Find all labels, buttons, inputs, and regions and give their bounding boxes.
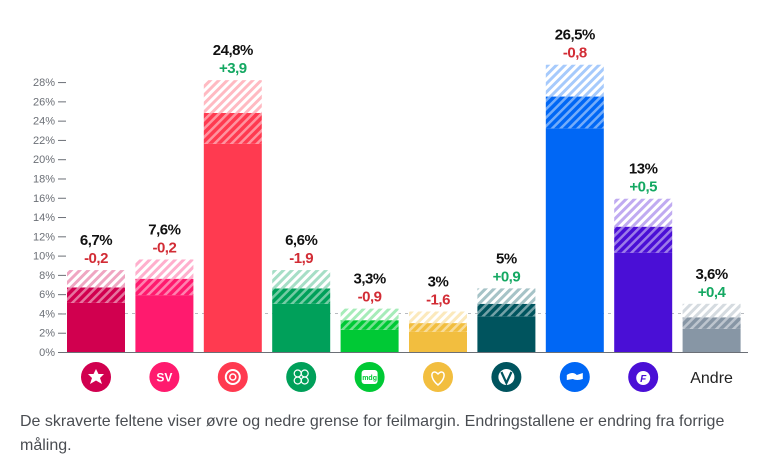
bar-upper-margin	[614, 198, 673, 227]
bar-lower-margin	[340, 320, 399, 330]
venstre-v-icon	[491, 362, 522, 392]
bar-solid	[477, 316, 536, 352]
y-tick-label: 0%	[39, 347, 55, 359]
bar-solid	[409, 331, 467, 352]
bar-lower-margin	[682, 317, 741, 329]
bar-upper-margin	[545, 64, 604, 97]
bar-lower-margin	[203, 112, 262, 144]
change-label: -0,2	[152, 239, 176, 256]
bar-sp[interactable]	[272, 270, 331, 352]
footnote-text: De skraverte feltene viser øvre og nedre…	[20, 413, 725, 454]
party-icons: SV mdg F Andre	[81, 362, 733, 392]
bar-krf[interactable]	[409, 311, 467, 352]
data-labels: 6,7%-0,27,6%-0,224,8%+3,96,6%-1,93,3%-0,…	[80, 27, 728, 309]
bar-upper-margin	[340, 308, 399, 321]
change-label: -1,6	[426, 292, 450, 309]
bar-lower-margin	[477, 303, 536, 317]
bar-upper-margin	[477, 288, 536, 304]
change-label: -0,9	[358, 289, 382, 306]
sv-logo-icon: SV	[149, 362, 180, 392]
value-label: 3,3%	[353, 271, 385, 288]
bar-v[interactable]	[477, 288, 536, 352]
value-label: 3%	[428, 274, 449, 291]
bar-h[interactable]	[545, 64, 604, 352]
bar-mdg[interactable]	[340, 308, 399, 352]
svg-text:SV: SV	[156, 371, 172, 385]
y-axis: 0% 2% 4% 6% 8% 10% 12% 14% 16% 18% 20% 22% 24% 26% 28%	[33, 77, 66, 359]
svg-text:F: F	[640, 374, 647, 385]
y-tick-label: 8%	[39, 270, 55, 282]
y-tick-label: 14%	[33, 212, 55, 224]
value-label: 24,8%	[213, 42, 253, 59]
change-label: -1,9	[289, 250, 313, 267]
change-label: -0,2	[84, 250, 108, 267]
bar-solid	[203, 143, 262, 352]
bar-upper-margin	[203, 80, 262, 113]
y-tick-label: 26%	[33, 96, 55, 108]
change-label: +3,9	[219, 60, 247, 77]
y-tick-label: 6%	[39, 289, 55, 301]
bar-andre[interactable]	[682, 303, 741, 352]
value-label: 6,7%	[80, 232, 112, 249]
bar-upper-margin	[682, 303, 741, 318]
y-tick-label: 28%	[33, 77, 55, 89]
svg-text:mdg: mdg	[362, 375, 377, 382]
value-label: 13%	[629, 161, 658, 178]
sp-clover-icon	[286, 362, 317, 392]
bar-solid	[682, 328, 741, 352]
bar-solid	[135, 295, 194, 352]
y-tick-label: 12%	[33, 231, 55, 243]
change-label: +0,9	[493, 268, 521, 285]
mdg-logo-icon: mdg	[354, 362, 385, 392]
y-tick-label: 16%	[33, 193, 55, 205]
value-label: 7,6%	[148, 221, 180, 238]
change-label: +0,5	[629, 179, 657, 196]
bar-lower-margin	[545, 96, 604, 129]
bar-frp[interactable]	[614, 198, 673, 352]
bar-lower-margin	[135, 278, 194, 296]
frp-logo-icon: F	[628, 362, 659, 392]
bar-lower-margin	[272, 288, 331, 304]
bar-lower-margin	[409, 323, 467, 332]
bar-rødt[interactable]	[67, 270, 125, 352]
bar-upper-margin	[272, 270, 331, 289]
bar-solid	[545, 128, 604, 352]
bar-upper-margin	[135, 259, 194, 279]
value-label: 6,6%	[285, 232, 317, 249]
poll-bar-chart: 0% 2% 4% 6% 8% 10% 12% 14% 16% 18% 20% 22% 24% 26% 28%…	[33, 27, 748, 392]
value-label: 5%	[496, 250, 517, 267]
bar-upper-margin	[67, 270, 125, 288]
bar-lower-margin	[67, 287, 125, 303]
rodt-star-icon	[81, 362, 111, 392]
change-label: +0,4	[698, 284, 727, 301]
y-tick-label: 18%	[33, 173, 55, 185]
value-label: 26,5%	[555, 27, 595, 44]
bar-solid	[614, 252, 673, 352]
bars	[67, 64, 741, 352]
y-tick-label: 2%	[39, 328, 55, 340]
change-label: -0,8	[563, 45, 587, 62]
y-tick-label: 10%	[33, 251, 55, 263]
bar-lower-margin	[614, 226, 673, 253]
bar-solid	[272, 303, 331, 352]
y-tick-label: 20%	[33, 154, 55, 166]
bar-upper-margin	[409, 311, 467, 324]
krf-heart-icon	[423, 362, 453, 392]
bar-ap[interactable]	[203, 80, 262, 352]
hoyre-flag-icon	[559, 362, 590, 392]
y-tick-label: 4%	[39, 308, 55, 320]
y-tick-label: 22%	[33, 135, 55, 147]
bar-sv[interactable]	[135, 259, 194, 352]
value-label: 3,6%	[695, 266, 727, 283]
bar-solid	[340, 329, 399, 352]
y-tick-label: 24%	[33, 116, 55, 128]
andre-label: Andre	[690, 370, 733, 387]
bar-solid	[67, 302, 125, 352]
ap-rose-icon	[217, 362, 248, 392]
